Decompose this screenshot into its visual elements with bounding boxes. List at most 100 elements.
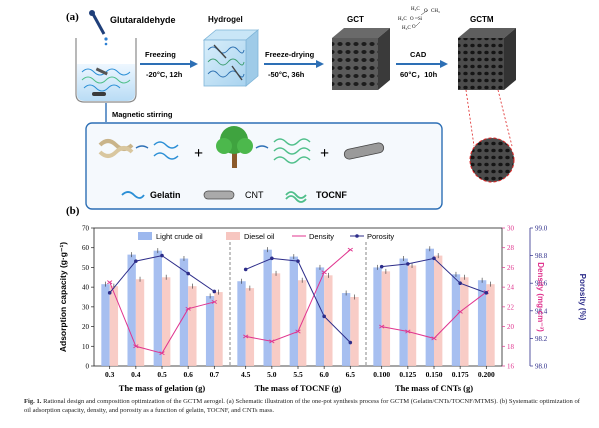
figure-caption: Fig. 1. Rational design and composition … (24, 397, 584, 415)
porosity-point (186, 271, 190, 276)
density-point (295, 329, 301, 334)
caption-title: Fig. 1. (24, 398, 42, 405)
density-tick-label: 22 (507, 303, 515, 311)
porosity-point (107, 291, 112, 295)
left-tick-label: 20 (82, 323, 90, 331)
x-tick-label: 6.0 (319, 370, 329, 379)
hydrogel-cube-icon (202, 29, 260, 87)
porosity-point (134, 259, 138, 263)
porosity-axis-label: Porosity (%) (578, 274, 587, 321)
bar-diesel-oil (486, 284, 495, 366)
density-tick-label: 26 (507, 264, 515, 272)
porosity-point (484, 291, 489, 295)
left-tick-label: 0 (86, 363, 90, 371)
tocnf-fiber-icon (273, 138, 311, 164)
bar-diesel-oil (188, 286, 197, 366)
porosity-point (296, 259, 300, 263)
mtms-group: H₃C (398, 17, 407, 22)
bar-diesel-oil (434, 255, 443, 366)
x-tick-label: 0.3 (105, 370, 115, 379)
density-tick-label: 16 (507, 363, 515, 371)
x-tick-label: 0.150 (426, 370, 443, 379)
mtms-group: O (410, 17, 414, 22)
freeze-drying-arrow (264, 60, 324, 68)
mtms-group: CH₃ (431, 9, 440, 14)
density-point (347, 247, 353, 252)
porosity-point (458, 281, 462, 286)
x-tick-label: 0.6 (183, 370, 193, 379)
composition-box (85, 122, 443, 210)
density-point (269, 339, 275, 344)
density-tick-label: 20 (507, 323, 515, 331)
left-tick-label: 60 (82, 244, 90, 252)
tree-icon (216, 126, 253, 168)
density-point (243, 334, 249, 339)
bar-diesel-oil (271, 273, 281, 366)
x-axis-labels: 0.3 0.4 0.5 0.6 0.7 The mass of gelation (g) 4… (105, 366, 495, 393)
freeze-drying-label: Freeze-drying (265, 50, 315, 59)
bar-diesel-oil (407, 265, 417, 366)
x-tick-label: 0.200 (478, 370, 495, 379)
mtms-group: H₃C (411, 7, 420, 12)
left-tick-label: 10 (82, 343, 90, 351)
porosity-point (406, 262, 410, 266)
bar-light-crude-oil (127, 254, 136, 366)
porosity-point (243, 267, 248, 272)
mtms-group: Si (418, 17, 423, 22)
left-tick-label: 30 (82, 303, 90, 311)
porosity-point (212, 289, 217, 294)
left-tick-label: 40 (82, 284, 90, 292)
x-tick-label: 0.100 (373, 370, 390, 379)
porosity-point (160, 253, 164, 258)
panel-b-legend: Light crude oil Diesel oil Density Poros… (138, 232, 394, 241)
bar-light-crude-oil (341, 293, 351, 366)
porosity-point (379, 264, 384, 269)
panel-a-label: (a) (66, 11, 79, 23)
porosity-tick-label: 98.4 (535, 307, 548, 315)
x-tick-label: 0.4 (131, 370, 141, 379)
porosity-point (322, 314, 326, 319)
panel-a-legend: Gelatin CNT TOCNF (121, 190, 347, 203)
bar-light-crude-oil (153, 250, 162, 366)
density-point (431, 336, 437, 341)
legend-light-crude-oil: Light crude oil (156, 232, 203, 241)
hydrogel-label: Hydrogel (208, 15, 243, 24)
x-tick-label: 5.5 (293, 370, 303, 379)
left-axis-label: Adsorption capacity (g·g⁻¹) (58, 242, 68, 352)
density-tick-label: 24 (507, 284, 515, 292)
bar-light-crude-oil (179, 258, 189, 366)
density-point (107, 280, 113, 285)
glutaraldehyde-label: Glutaraldehyde (110, 15, 176, 25)
panel-b-label: (b) (66, 205, 80, 217)
plot-area (101, 242, 495, 366)
density-axis: 16 18 20 22 24 26 28 30 (502, 225, 531, 371)
density-tick-label: 30 (507, 225, 515, 233)
sem-zoom-inset (465, 89, 515, 183)
bar-light-crude-oil (237, 281, 246, 366)
plus-sign: + (320, 145, 329, 162)
bar-diesel-oil (135, 279, 145, 366)
x-axis-title: The mass of gelation (g) (119, 383, 206, 393)
legend-diesel-oil: Diesel oil (244, 232, 275, 241)
density-point (133, 344, 139, 349)
density-tick-label: 18 (507, 343, 515, 351)
bar-light-crude-oil (315, 267, 325, 366)
freeze-drying-condition: -50°C, 36h (268, 70, 305, 79)
cad-label: CAD (410, 50, 427, 59)
density-point (185, 306, 191, 311)
bar-diesel-oil (381, 271, 391, 366)
left-tick-label: 50 (82, 264, 90, 272)
legend-tocnf: TOCNF (316, 190, 347, 200)
bar-light-crude-oil (399, 258, 408, 366)
x-tick-label: 6.5 (346, 370, 356, 379)
density-point (457, 309, 463, 314)
porosity-tick-label: 99.0 (535, 225, 548, 233)
caption-text: Rational design and composition optimiza… (24, 398, 580, 414)
cnt-tube-icon (343, 142, 385, 160)
porosity-tick-label: 98.8 (535, 252, 548, 260)
legend-cnt: CNT (245, 190, 264, 200)
x-axis-title: The mass of CNTs (g) (395, 383, 473, 393)
legend-gelatin: Gelatin (150, 190, 181, 200)
density-point (379, 324, 385, 329)
